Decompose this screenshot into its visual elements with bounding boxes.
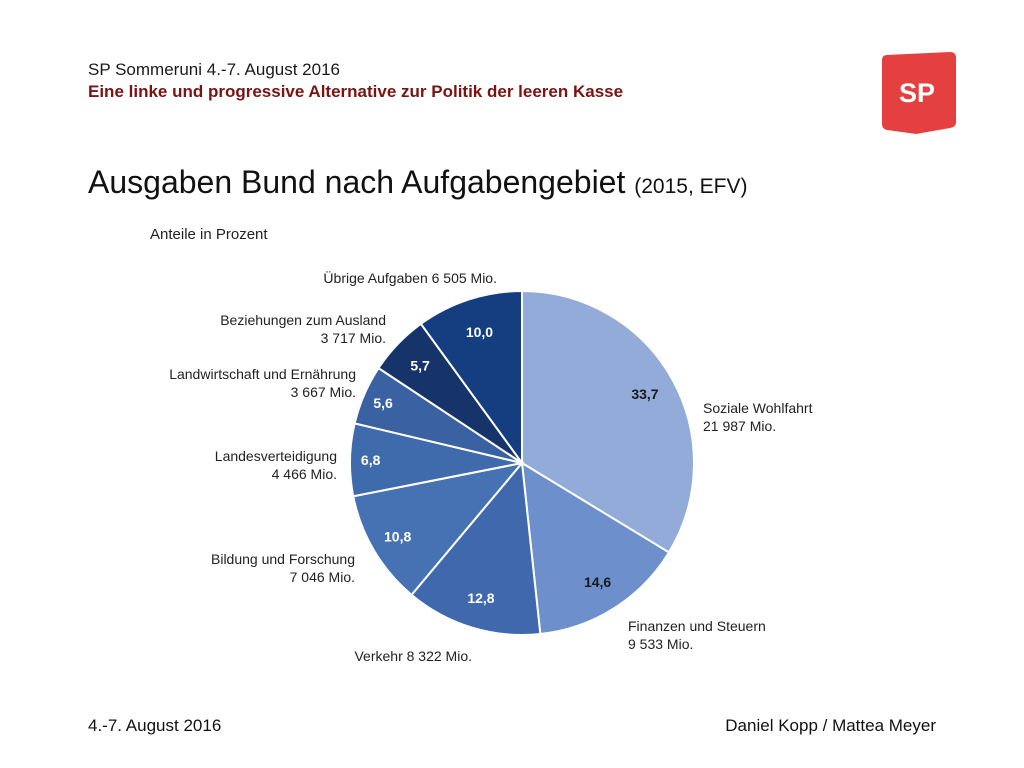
slice-category-label: Beziehungen zum Ausland — [220, 312, 386, 328]
slice-category-label: 21 987 Mio. — [703, 418, 776, 434]
slice-value-label: 10,8 — [384, 529, 411, 545]
pie-slice — [352, 461, 525, 597]
slice-category-label: Landesverteidigung — [215, 448, 337, 464]
footer-authors: Daniel Kopp / Mattea Meyer — [725, 716, 936, 735]
logo-text: SP — [899, 78, 935, 108]
footer-date: 4.-7. August 2016 — [88, 716, 222, 735]
slide-title-main: Ausgaben Bund nach Aufgabengebiet — [88, 164, 626, 200]
logo-shape — [882, 52, 956, 134]
slice-category-label: Soziale Wohlfahrt — [703, 400, 813, 416]
slice-category-label: Finanzen und Steuern — [628, 618, 766, 634]
chart-title: Anteile in Prozent — [150, 226, 268, 243]
slice-value-label: 14,6 — [584, 574, 611, 590]
slide-title-suffix: (2015, EFV) — [634, 175, 748, 198]
slice-category-label: 3 717 Mio. — [321, 330, 386, 346]
slice-value-label: 6,8 — [361, 452, 381, 468]
slice-category-label: 7 046 Mio. — [290, 569, 355, 585]
slice-value-label: 5,6 — [373, 395, 393, 411]
pie-chart: Anteile in Prozent 33,7 14,6 12,8 10,8 6,8 5,… — [150, 226, 813, 664]
sp-logo: SP — [882, 52, 956, 134]
event-subtitle: Eine linke und progressive Alternative z… — [88, 82, 624, 101]
slice-value-label: 12,8 — [467, 590, 494, 606]
slice-value-label: 5,7 — [410, 357, 430, 373]
pie-slice — [410, 460, 542, 636]
slice-category-label: Bildung und Forschung — [211, 551, 355, 567]
slice-value-label: 33,7 — [631, 386, 658, 402]
slice-category-label: 9 533 Mio. — [628, 636, 693, 652]
slice-category-label: Verkehr 8 322 Mio. — [354, 648, 472, 664]
slice-category-label: Übrige Aufgaben 6 505 Mio. — [323, 269, 497, 286]
slice-category-label: 4 466 Mio. — [272, 466, 337, 482]
pie-slice — [520, 461, 671, 636]
event-title: SP Sommeruni 4.-7. August 2016 — [88, 60, 341, 79]
slice-category-label: 3 667 Mio. — [291, 384, 356, 400]
pie-slice — [419, 289, 523, 467]
slide-title: Ausgaben Bund nach Aufgabengebiet (2015,… — [88, 164, 747, 201]
slice-value-label: 10,0 — [466, 324, 493, 340]
slice-category-label: Landwirtschaft und Ernährung — [169, 366, 356, 382]
pie-slice — [521, 289, 695, 554]
